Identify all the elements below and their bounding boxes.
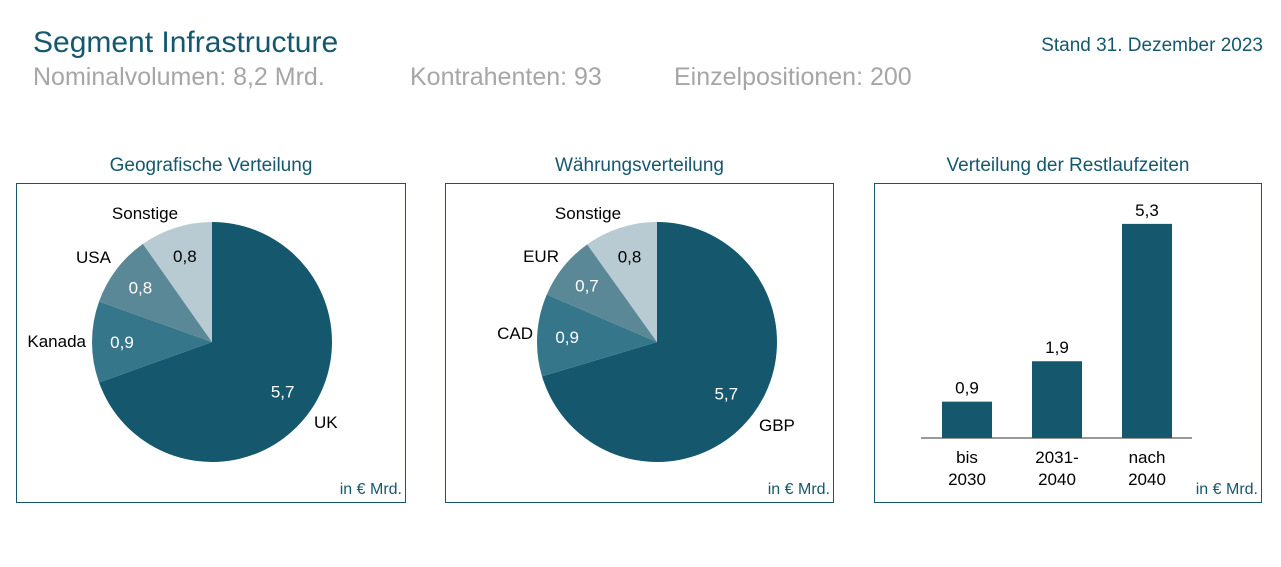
- x-tick-label: 2031-: [1035, 448, 1078, 467]
- pie-slice-sonstige: [587, 222, 657, 342]
- pie-slice-cad: [537, 294, 657, 377]
- slice-category-label: GBP: [759, 416, 795, 435]
- x-tick-label: bis: [956, 448, 978, 467]
- chart-title-currency: Währungsverteilung: [555, 155, 724, 176]
- bar: [1032, 361, 1082, 438]
- panel-geography: 5,7 UK 0,9 Kanada 0,8 USA 0,8 Sonstige in € Mrd…: [16, 183, 406, 503]
- pie-chart-currency: 5,7 GBP 0,9 CAD 0,7 EUR 0,8 Sonstige: [497, 204, 795, 462]
- slice-value-label: 5,7: [271, 383, 295, 402]
- x-tick-label: nach: [1129, 448, 1166, 467]
- slice-category-label: EUR: [523, 247, 559, 266]
- x-tick-label: 2040: [1038, 470, 1076, 489]
- chart-title-geography: Geografische Verteilung: [109, 155, 313, 176]
- x-tick-label: 2040: [1128, 470, 1166, 489]
- pie-slice-usa: [99, 243, 212, 342]
- slice-value-label: 0,9: [110, 333, 134, 352]
- bar: [1122, 223, 1172, 438]
- slice-category-label: Sonstige: [555, 204, 621, 223]
- slice-category-label: Kanada: [27, 332, 86, 351]
- unit-label: in € Mrd.: [1195, 481, 1258, 498]
- metric-counterparties: Kontrahenten: 93: [410, 63, 602, 91]
- page-title: Segment Infrastructure: [33, 26, 339, 59]
- pie-slice-gbp: [542, 222, 777, 462]
- pie-chart-geography: 5,7 UK 0,9 Kanada 0,8 USA 0,8 Sonstige: [27, 204, 338, 462]
- unit-label: in € Mrd.: [339, 481, 402, 498]
- x-tick-label: 2030: [948, 470, 986, 489]
- bar-value-label: 5,3: [1135, 201, 1159, 220]
- panel-maturity: 0,9 bis 2030 1,9 2031- 2040 5,3 nach 2040 in € M…: [874, 183, 1262, 503]
- pie-slice-sonstige: [142, 222, 212, 342]
- metric-nominal-volume: Nominalvolumen: 8,2 Mrd.: [33, 63, 325, 91]
- bar-value-label: 0,9: [955, 379, 979, 398]
- bar-value-label: 1,9: [1045, 338, 1069, 357]
- slice-category-label: Sonstige: [112, 204, 178, 223]
- metric-positions: Einzelpositionen: 200: [674, 63, 912, 91]
- pie-slice-eur: [546, 244, 657, 342]
- slice-value-label: 0,8: [173, 247, 197, 266]
- pie-slice-uk: [99, 222, 332, 462]
- pie-slice-kanada: [92, 301, 212, 383]
- unit-label: in € Mrd.: [767, 481, 830, 498]
- slice-value-label: 0,9: [555, 328, 579, 347]
- slice-category-label: UK: [314, 413, 338, 432]
- panel-currency: 5,7 GBP 0,9 CAD 0,7 EUR 0,8 Sonstige in € Mrd.: [445, 183, 834, 503]
- bar-chart-maturity: 0,9 bis 2030 1,9 2031- 2040 5,3 nach 2040: [921, 201, 1192, 489]
- slice-value-label: 0,8: [618, 247, 642, 266]
- bar: [942, 401, 992, 438]
- slice-category-label: USA: [76, 248, 112, 267]
- report-date: Stand 31. Dezember 2023: [1041, 35, 1263, 56]
- slice-value-label: 0,8: [129, 278, 153, 297]
- slice-category-label: CAD: [497, 324, 533, 343]
- chart-title-maturity: Verteilung der Restlaufzeiten: [946, 155, 1190, 176]
- slice-value-label: 5,7: [714, 385, 738, 404]
- slice-value-label: 0,7: [575, 276, 599, 295]
